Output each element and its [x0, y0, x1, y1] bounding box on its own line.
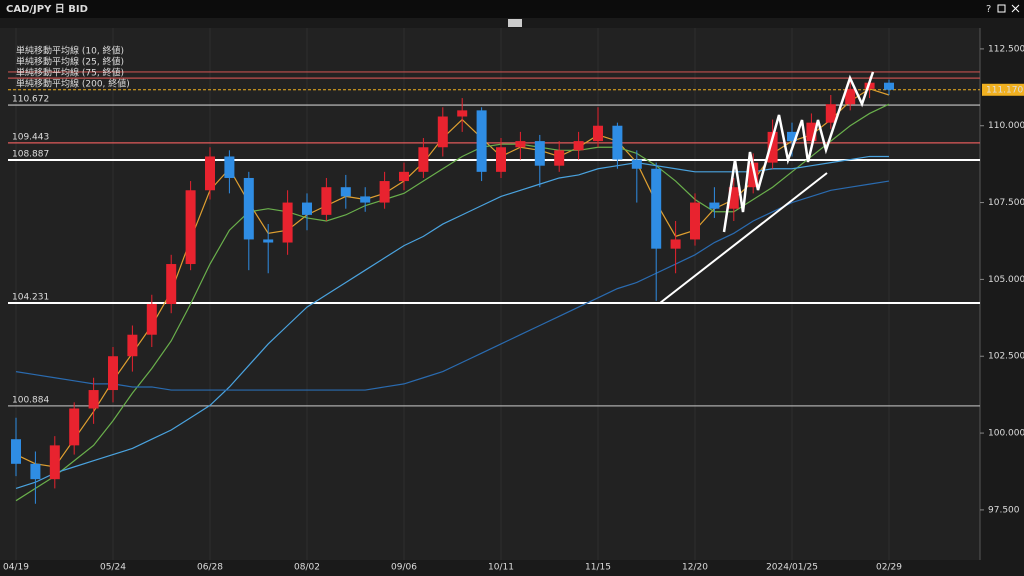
candle-body: [767, 131, 778, 163]
candle-body: [30, 463, 41, 480]
candle-body: [884, 82, 894, 90]
candle-body: [360, 196, 371, 203]
candle-body: [534, 141, 545, 166]
title-bar: [0, 0, 1024, 18]
x-tick-label: 10/11: [488, 563, 514, 573]
window-title: CAD/JPY 日 BID: [6, 3, 88, 15]
candle-body: [728, 187, 739, 209]
legend-entry: 単純移動平均線 (200, 終値): [16, 78, 130, 90]
x-tick-label: 2024/01/25: [766, 563, 818, 573]
close-button[interactable]: [1011, 4, 1020, 13]
candle-body: [379, 181, 390, 203]
x-tick-label: 09/06: [391, 563, 417, 573]
candle-body: [651, 168, 662, 249]
candle-body: [476, 110, 487, 172]
candle-body: [573, 141, 584, 151]
candle-body: [748, 162, 759, 188]
candle-body: [825, 104, 836, 123]
candle-body: [554, 150, 565, 166]
candle-body: [631, 159, 642, 169]
candle-body: [282, 202, 293, 243]
candle-body: [185, 190, 196, 265]
x-tick-label: 02/29: [876, 563, 902, 573]
legend-entry: 単純移動平均線 (10, 終値): [16, 45, 124, 57]
candle-body: [437, 116, 448, 148]
candle-body: [457, 110, 468, 117]
candle-body: [263, 239, 274, 243]
level-label: 104.231: [12, 293, 49, 303]
candle-body: [205, 156, 215, 191]
y-tick-label: 107.500: [988, 198, 1024, 208]
candle-body: [670, 239, 681, 249]
current-price-tag: [982, 83, 1024, 96]
candle-body: [108, 356, 118, 391]
y-tick-label: 102.500: [988, 352, 1024, 362]
x-tick-label: 08/02: [294, 563, 320, 573]
candle-body: [224, 156, 235, 178]
candle-body: [302, 202, 312, 215]
candle-body: [787, 131, 797, 142]
legend-entry: 単純移動平均線 (75, 終値): [16, 67, 124, 79]
candle-body: [806, 122, 817, 142]
candle-body: [690, 202, 700, 240]
collapse-toggle[interactable]: [508, 19, 522, 27]
x-tick-label: 11/15: [585, 563, 611, 573]
user-drawings: [659, 71, 875, 304]
level-label: 108.887: [12, 149, 49, 159]
x-tick-label: 06/28: [197, 563, 223, 573]
candle-body: [340, 187, 351, 197]
candle-body: [864, 82, 875, 89]
x-tick-label: 12/20: [682, 563, 708, 573]
x-tick-label: 04/19: [3, 563, 29, 573]
candle-body: [243, 177, 254, 240]
candle-body: [11, 439, 21, 464]
y-tick-label: 110.000: [988, 121, 1024, 131]
help-button[interactable]: ?: [986, 4, 991, 15]
legend-entry: 単純移動平均線 (25, 終値): [16, 56, 124, 68]
candle-body: [709, 202, 720, 209]
candle-body: [88, 390, 99, 409]
plot-area: [0, 28, 980, 560]
moving-average-line: [15, 88, 890, 468]
candle-body: [399, 171, 409, 182]
current-price-label: 111.170: [986, 85, 1023, 95]
zigzag-drawing: [722, 71, 875, 233]
candle-body: [146, 303, 157, 335]
y-tick-label: 105.000: [988, 275, 1024, 285]
y-tick-label: 112.500: [988, 44, 1024, 54]
moving-average-line: [15, 155, 889, 489]
level-label: 100.884: [12, 395, 49, 405]
level-label: 109.443: [12, 132, 49, 142]
level-label: 110.672: [12, 95, 49, 105]
y-tick-label: 100.000: [988, 429, 1024, 439]
candle-body: [321, 187, 332, 215]
candle-body: [127, 334, 138, 357]
moving-average-line: [15, 180, 890, 391]
candle-body: [49, 445, 60, 480]
y-tick-label: 97.500: [988, 505, 1020, 515]
trendline: [659, 172, 828, 304]
candle-body: [515, 141, 526, 148]
candle-body: [612, 125, 623, 160]
x-tick-label: 05/24: [100, 563, 126, 573]
candle-body: [69, 408, 80, 446]
candle-body: [593, 125, 603, 142]
candle-body: [418, 147, 429, 172]
maximize-button[interactable]: [997, 4, 1006, 13]
candle-body: [845, 88, 856, 105]
plot: 97.500 100.000 102.500 105.000 107.500 110.00…: [3, 28, 1024, 573]
candle-body: [496, 147, 506, 172]
candle-body: [166, 264, 177, 304]
